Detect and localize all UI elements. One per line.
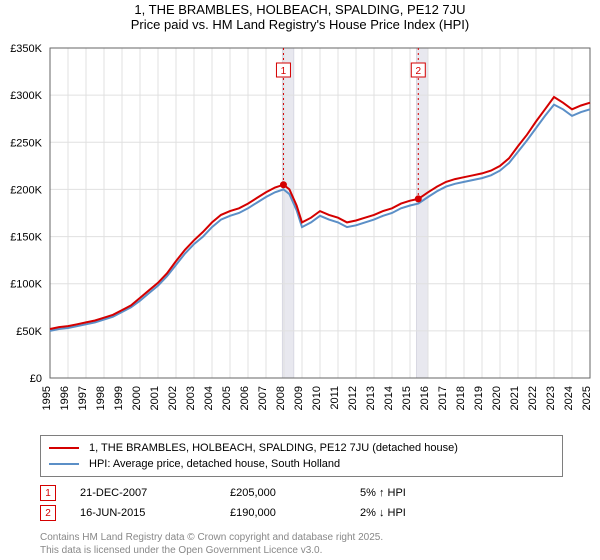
- title-address: 1, THE BRAMBLES, HOLBEACH, SPALDING, PE1…: [0, 2, 600, 17]
- x-tick-label: 2015: [401, 386, 413, 410]
- footer-line1: Contains HM Land Registry data © Crown c…: [40, 531, 588, 544]
- x-tick-label: 2013: [365, 386, 377, 410]
- legend-label: HPI: Average price, detached house, Sout…: [89, 458, 340, 470]
- x-tick-label: 2014: [383, 386, 395, 410]
- marker-badge: 2: [415, 66, 421, 77]
- legend-label: 1, THE BRAMBLES, HOLBEACH, SPALDING, PE1…: [89, 442, 458, 454]
- chart-area: £0 £50K £100K £150K £200K £250K £300K £350K 1995…: [0, 32, 600, 427]
- x-tick-label: 2010: [311, 386, 323, 410]
- y-tick-label: £100K: [10, 279, 42, 291]
- x-tick-label: 2003: [185, 386, 197, 410]
- x-tick-label: 2007: [257, 386, 269, 410]
- x-tick-label: 2022: [527, 386, 539, 410]
- title-subtitle: Price paid vs. HM Land Registry's House …: [0, 17, 600, 32]
- sale-badge: 1: [40, 485, 56, 501]
- x-tick-label: 2008: [275, 386, 287, 410]
- y-tick-label: £350K: [10, 43, 42, 55]
- y-tick-label: £150K: [10, 232, 42, 244]
- sale-badge: 2: [40, 505, 56, 521]
- x-tick-label: 2020: [491, 386, 503, 410]
- x-tick-label: 2025: [581, 386, 593, 410]
- sale-delta: 2% ↓ HPI: [360, 507, 480, 519]
- x-tick-label: 2012: [347, 386, 359, 410]
- x-tick-label: 2001: [149, 386, 161, 410]
- sale-price: £190,000: [230, 507, 360, 519]
- x-tick-label: 2024: [563, 386, 575, 410]
- chart-container: 1, THE BRAMBLES, HOLBEACH, SPALDING, PE1…: [0, 0, 600, 557]
- marker-badge: 1: [281, 66, 287, 77]
- sale-row: 2 16-JUN-2015£190,0002% ↓ HPI: [40, 503, 588, 523]
- x-tick-label: 2011: [329, 386, 341, 410]
- sale-date: 16-JUN-2015: [80, 507, 230, 519]
- x-tick-label: 1995: [41, 386, 53, 410]
- sale-price: £205,000: [230, 487, 360, 499]
- x-tick-label: 1997: [77, 386, 89, 410]
- x-tick-label: 2000: [131, 386, 143, 410]
- sale-date: 21-DEC-2007: [80, 487, 230, 499]
- sale-delta: 5% ↑ HPI: [360, 487, 480, 499]
- legend-swatch: [49, 447, 79, 449]
- y-tick-label: £300K: [10, 90, 42, 102]
- titles: 1, THE BRAMBLES, HOLBEACH, SPALDING, PE1…: [0, 0, 600, 32]
- legend-item: 1, THE BRAMBLES, HOLBEACH, SPALDING, PE1…: [49, 440, 554, 456]
- sale-row: 1 21-DEC-2007£205,0005% ↑ HPI: [40, 483, 588, 503]
- x-tick-label: 2005: [221, 386, 233, 410]
- x-tick-label: 2009: [293, 386, 305, 410]
- x-tick-label: 1999: [113, 386, 125, 410]
- x-tick-label: 2021: [509, 386, 521, 410]
- x-tick-label: 1996: [59, 386, 71, 410]
- y-tick-label: £50K: [16, 326, 42, 338]
- x-tick-label: 2004: [203, 386, 215, 410]
- legend-item: HPI: Average price, detached house, Sout…: [49, 456, 554, 472]
- y-tick-label: £200K: [10, 184, 42, 196]
- x-tick-label: 1998: [95, 386, 107, 410]
- x-tick-label: 2016: [419, 386, 431, 410]
- footer-line2: This data is licensed under the Open Gov…: [40, 544, 588, 557]
- x-tick-label: 2017: [437, 386, 449, 410]
- x-tick-label: 2002: [167, 386, 179, 410]
- chart-svg: £0 £50K £100K £150K £200K £250K £300K £350K 1995…: [0, 32, 600, 427]
- footer: Contains HM Land Registry data © Crown c…: [40, 531, 588, 557]
- legend-swatch: [49, 463, 79, 465]
- y-tick-label: £0: [30, 373, 42, 385]
- sales-table: 1 21-DEC-2007£205,0005% ↑ HPI 2 16-JUN-2015…: [40, 483, 588, 523]
- x-tick-label: 2018: [455, 386, 467, 410]
- x-tick-label: 2019: [473, 386, 485, 410]
- legend: 1, THE BRAMBLES, HOLBEACH, SPALDING, PE1…: [40, 435, 563, 477]
- y-tick-label: £250K: [10, 137, 42, 149]
- x-tick-label: 2006: [239, 386, 251, 410]
- x-tick-label: 2023: [545, 386, 557, 410]
